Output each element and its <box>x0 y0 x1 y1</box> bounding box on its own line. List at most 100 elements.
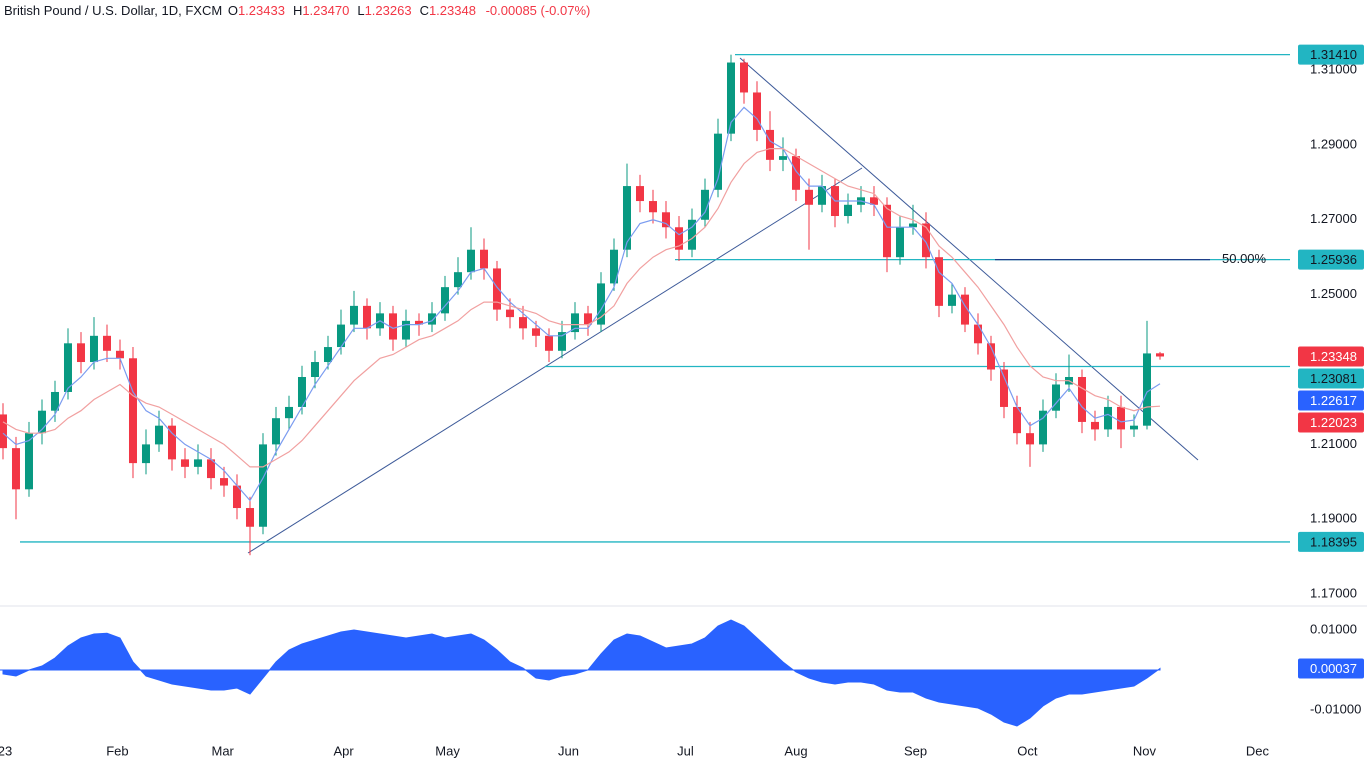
ohlc-fields: O1.23433 H1.23470 L1.23263 C1.23348 <box>226 3 482 18</box>
candle-body <box>1142 353 1151 426</box>
candle-body <box>882 204 891 258</box>
x-tick-label: Mar <box>211 743 234 758</box>
badge-bg <box>1298 346 1364 367</box>
y-tick-label: 1.31000 <box>1310 61 1357 76</box>
y-tick-label: 1.27000 <box>1310 211 1357 226</box>
candle-body <box>115 350 124 359</box>
candle-body <box>531 328 540 336</box>
candle-body <box>895 227 904 258</box>
candle-body <box>128 358 137 464</box>
candle-body <box>492 268 501 310</box>
badge-bg <box>1298 368 1364 389</box>
badge-label: 1.22617 <box>1310 393 1357 408</box>
candle-body <box>687 219 696 250</box>
candle-body <box>206 459 215 479</box>
candle-body <box>323 347 332 363</box>
badge-bg <box>1298 249 1364 270</box>
candle-body <box>453 272 462 288</box>
candle-body <box>1129 425 1138 430</box>
x-tick-label: May <box>435 743 460 758</box>
candle-body <box>89 335 98 363</box>
candle-body <box>232 485 241 509</box>
candle-body <box>596 283 605 325</box>
candle-body <box>466 249 475 273</box>
candle-body <box>973 324 982 344</box>
candle-body <box>843 204 852 217</box>
candle-body <box>648 201 657 213</box>
y-tick-label: 0.01000 <box>1310 621 1357 636</box>
badge-bg <box>1298 658 1364 679</box>
candle-body <box>934 257 943 306</box>
candle-body <box>999 369 1008 407</box>
chart-header: British Pound / U.S. Dollar, 1D, FXCM O1… <box>4 3 596 18</box>
badge-label: 1.23081 <box>1310 371 1357 386</box>
moving-average <box>2 148 1161 468</box>
badge-label: 1.25936 <box>1310 252 1357 267</box>
candle-body <box>167 425 176 460</box>
field-value: 1.23470 <box>302 3 350 18</box>
field-key: H <box>292 3 303 18</box>
y-tick-label: 1.19000 <box>1310 511 1357 526</box>
y-tick-label: 1.29000 <box>1310 136 1357 151</box>
badge-bg <box>1298 412 1364 433</box>
candle-body <box>921 223 930 258</box>
field-key: C <box>419 3 429 18</box>
price-badge: 1.23348 <box>1298 346 1364 367</box>
badge-bg <box>1298 531 1364 552</box>
symbol-title: British Pound / U.S. Dollar, 1D, FXCM <box>4 3 223 18</box>
candle-body <box>752 92 761 130</box>
candle-body <box>778 156 787 160</box>
candle-body <box>102 335 111 351</box>
price-badge: 1.22023 <box>1298 412 1364 433</box>
candle-body <box>141 444 150 464</box>
candle-body <box>960 294 969 325</box>
badge-bg <box>1298 44 1364 65</box>
price-badge: 0.00037 <box>1298 658 1364 679</box>
moving-average <box>2 106 1161 502</box>
price-badge: 1.23081 <box>1298 368 1364 389</box>
candle-body <box>570 313 579 333</box>
candle-body <box>258 444 267 527</box>
candle-body <box>50 391 59 411</box>
x-tick-label: Apr <box>333 743 354 758</box>
badge-label: 1.18395 <box>1310 534 1357 549</box>
field-key: L <box>357 3 365 18</box>
candle-body <box>362 305 371 329</box>
price-badge: 1.31410 <box>1298 44 1364 65</box>
candle-body <box>479 249 488 269</box>
price-badge: 1.25936 <box>1298 249 1364 270</box>
candle-body <box>11 448 20 490</box>
candle-body <box>154 425 163 445</box>
y-tick-label: 1.21000 <box>1310 436 1357 451</box>
x-tick-label: Jul <box>677 743 694 758</box>
candle-body <box>635 186 644 202</box>
candle-body <box>1038 410 1047 445</box>
x-tick-label: Sep <box>904 743 927 758</box>
candle-body <box>726 62 735 134</box>
badge-label: 1.22023 <box>1310 415 1357 430</box>
candle-body <box>557 332 566 351</box>
candle-body <box>193 459 202 467</box>
field-value: 1.23263 <box>364 3 412 18</box>
candle-body <box>388 313 397 340</box>
trend-line <box>247 167 863 554</box>
candle-body <box>24 433 33 490</box>
badge-label: 1.23348 <box>1310 349 1357 364</box>
x-tick-label: 23 <box>0 743 12 758</box>
x-tick-label: Oct <box>1017 743 1038 758</box>
badge-label: 1.31410 <box>1310 47 1357 62</box>
y-tick-label: 1.25000 <box>1310 286 1357 301</box>
candle-body <box>947 294 956 306</box>
price-badge: 1.22617 <box>1298 390 1364 411</box>
candle-body <box>622 186 631 250</box>
badge-bg <box>1298 390 1364 411</box>
candle-body <box>817 186 826 205</box>
candle-body <box>791 156 800 190</box>
candle-body <box>245 508 254 527</box>
candle-body <box>310 362 319 378</box>
candle-body <box>1012 406 1021 434</box>
x-tick-label: Feb <box>106 743 128 758</box>
candle-body <box>1077 377 1086 422</box>
x-tick-label: Jun <box>558 743 579 758</box>
